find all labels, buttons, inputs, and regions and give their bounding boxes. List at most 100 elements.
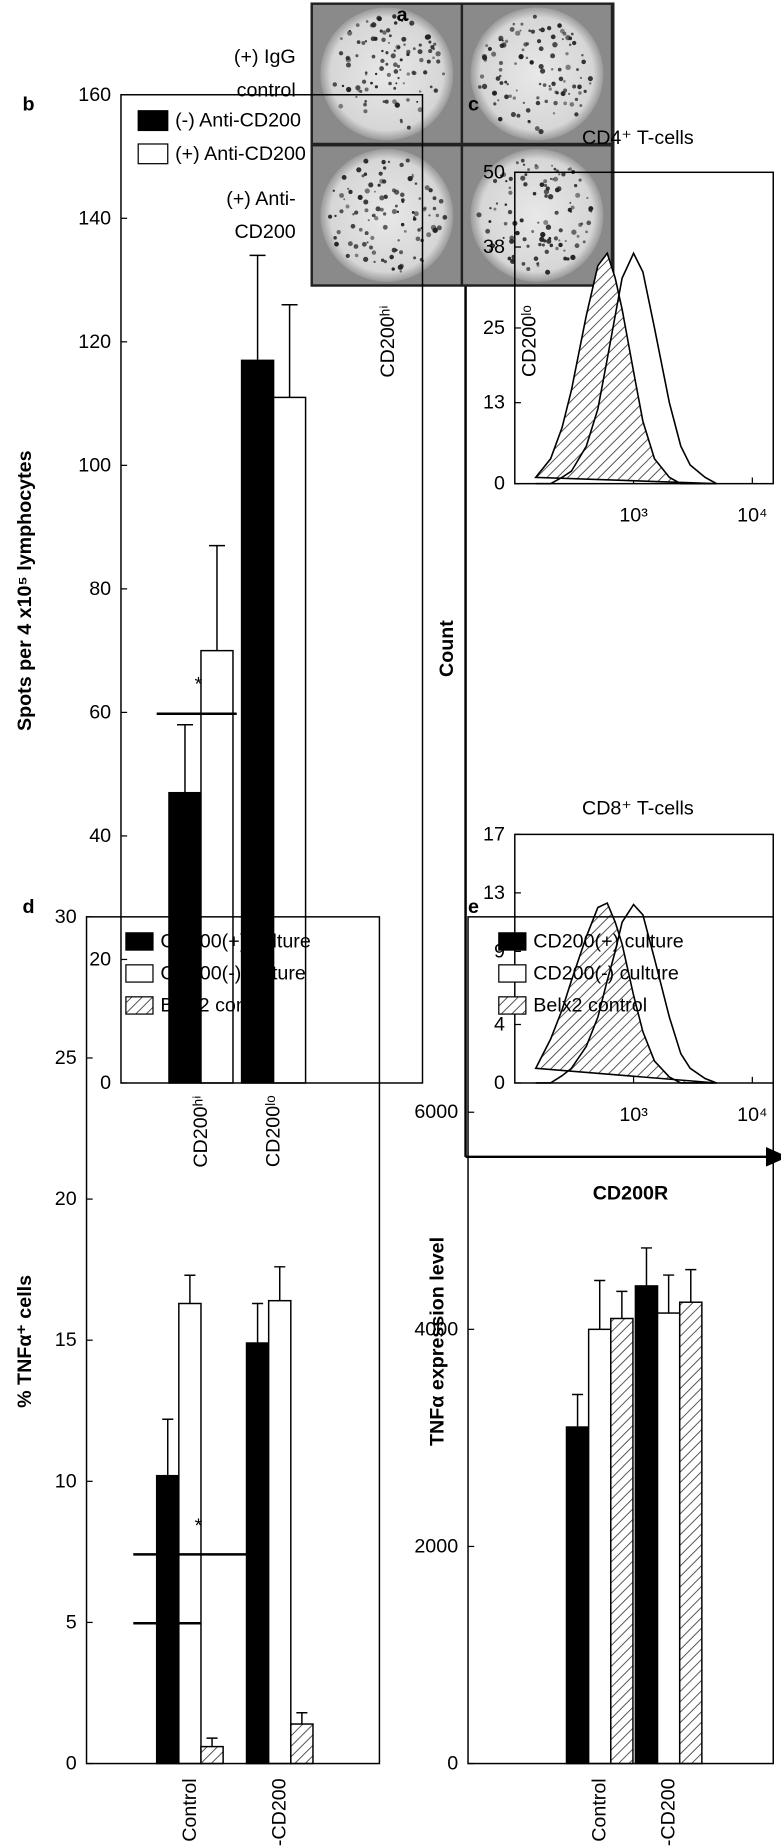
spot [521,48,525,52]
well [470,7,604,141]
spot [381,159,386,165]
spot [380,258,385,262]
spot [391,267,395,271]
spot [361,79,367,84]
spot [504,80,508,84]
spot [412,217,417,221]
x-tick-label: IgG Control [179,1778,201,1846]
spot [534,126,540,131]
spot [346,86,352,93]
spot [508,190,513,195]
y-tick-label: 80 [89,578,111,600]
spot [498,67,503,72]
spot [567,168,570,171]
spot [394,102,400,108]
spot [369,23,374,28]
significance-mark: * [160,1589,168,1611]
spot [373,190,376,193]
spot [377,183,381,187]
legend-label: CD200(+) culture [160,930,311,952]
spot [370,235,375,241]
y-tick-label: 60 [89,701,111,723]
spot [338,103,344,109]
spot [535,100,541,106]
spot [566,257,570,261]
spot [411,210,415,214]
spot [374,216,379,221]
panel-label: c [468,94,479,116]
spot [515,161,519,165]
spot [355,23,360,27]
spot [424,34,431,40]
spot [406,18,409,21]
spot [432,227,438,233]
spot [515,30,521,36]
spot [388,81,392,86]
spot [587,76,593,82]
legend-label: Belx2 control [160,994,274,1016]
spot [405,158,410,163]
error-bar [572,1393,584,1428]
spot [578,222,583,227]
spot [442,72,445,76]
spot [426,59,431,64]
spot [568,43,572,47]
plot-frame [514,171,774,485]
error-bar [184,1274,196,1304]
spot [399,68,402,72]
spot [371,214,374,217]
spot [520,175,526,181]
spot [364,231,369,236]
bar [155,1474,180,1765]
spot [514,62,517,65]
spot [361,241,367,247]
spot [403,230,407,233]
spot [390,53,396,59]
y-tick-label: 25 [483,317,505,339]
spot [373,36,378,41]
y-tick-label: 20 [89,948,111,970]
spot [543,179,548,184]
spot [501,39,504,42]
spot [548,87,552,91]
spot [531,229,535,233]
spot [442,215,448,220]
legend-swatch [125,964,154,983]
spot [482,55,488,61]
chart-title: CD8⁺ T-cells [582,798,694,820]
spot [424,185,430,191]
spot [386,72,391,77]
spot [581,59,586,65]
spot [339,209,344,214]
spot [512,22,516,26]
bar [610,1317,634,1765]
y-axis-label: Count [436,620,458,677]
spot [539,182,545,188]
spot [489,206,492,210]
spot [508,176,513,182]
spot [419,57,424,63]
spot [558,228,563,233]
spot [418,197,422,200]
y-tick-label: 0 [447,1753,458,1775]
error-bar [274,1266,286,1301]
error-bar [640,1247,653,1286]
spot [516,113,521,118]
legend-swatch [125,932,154,951]
spot [364,87,369,92]
spot [406,98,410,102]
spot [354,210,359,215]
y-axis-label: % TNFα⁺ cells [14,1275,36,1408]
panel-label: e [468,896,479,918]
spot [558,173,561,176]
spot [581,54,584,57]
spot [350,223,356,229]
spot [382,224,388,230]
spot [340,37,343,40]
y-tick-label: 0 [494,473,505,495]
error-bar [252,1302,264,1344]
spot [520,158,525,163]
y-tick-label: 140 [78,207,111,229]
spot [527,168,530,171]
spot [348,189,353,195]
